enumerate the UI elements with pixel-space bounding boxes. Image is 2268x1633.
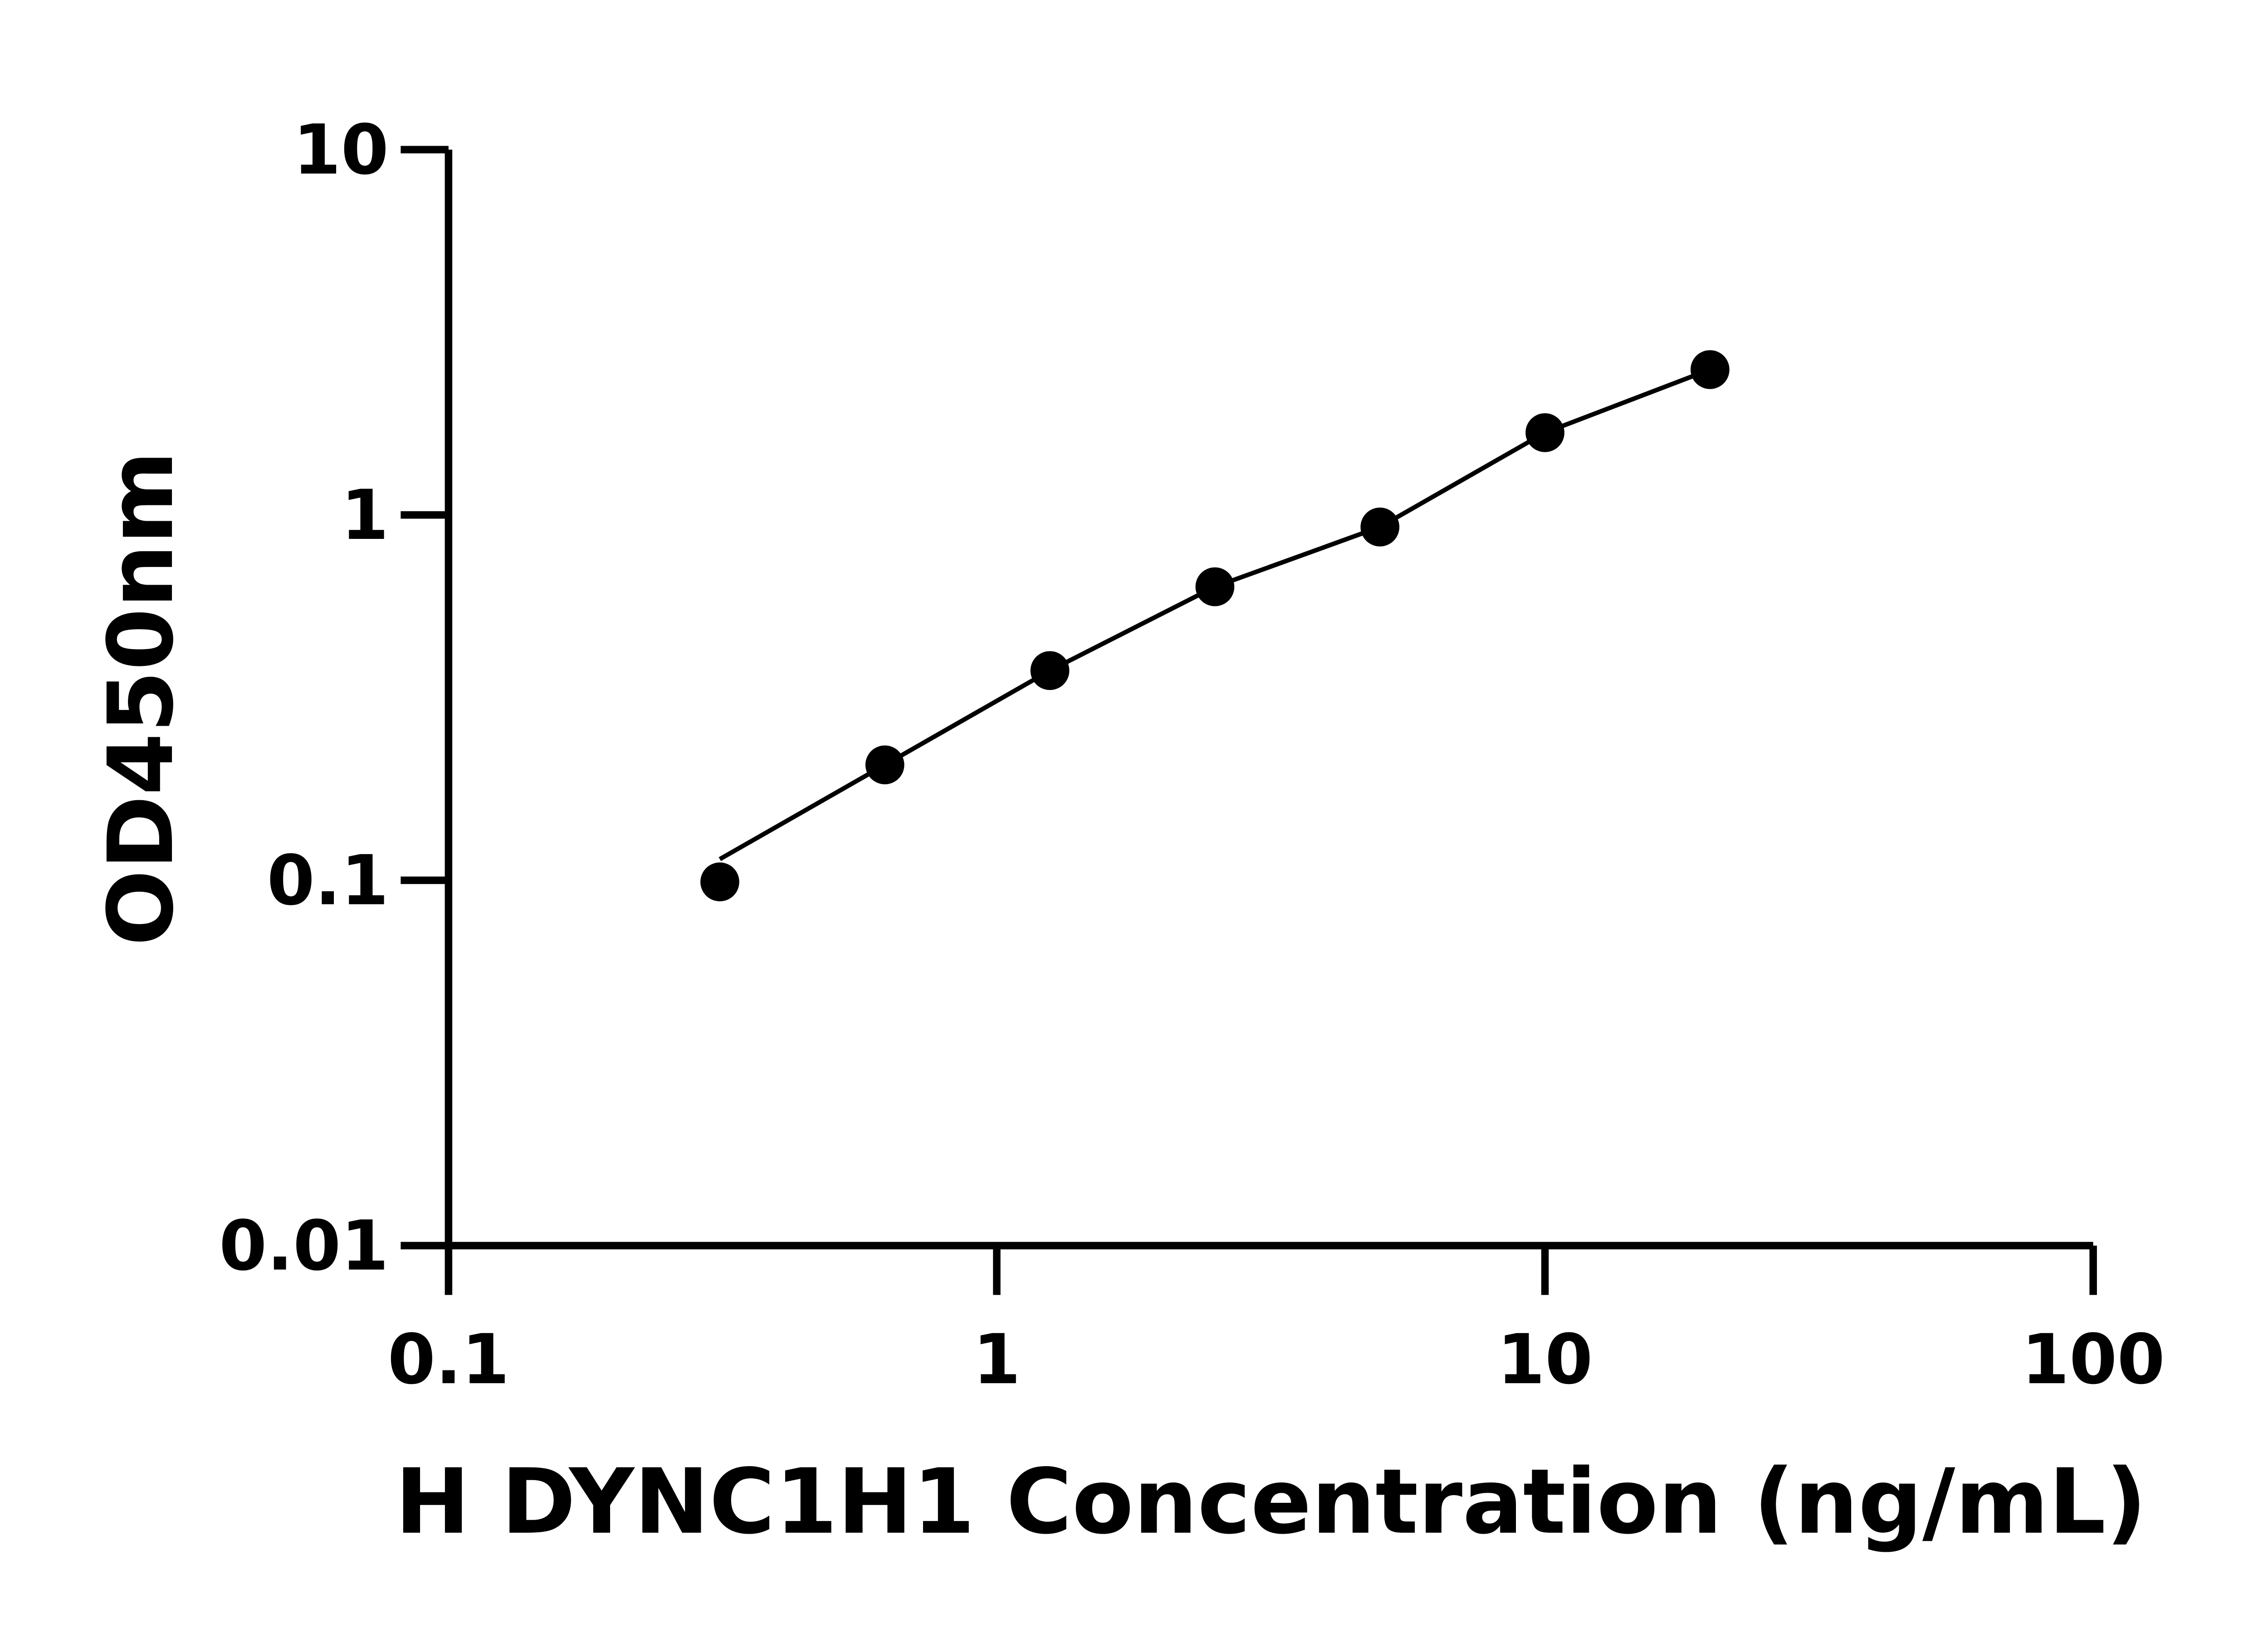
data-point-1 xyxy=(865,745,904,785)
x-axis-title: H DYNC1H1 Concentration (ng/mL) xyxy=(395,1449,2147,1554)
fit-line xyxy=(719,367,1711,861)
data-point-4 xyxy=(1360,507,1400,547)
axes xyxy=(445,149,2093,1250)
x-tick-label-1: 1 xyxy=(973,1319,1021,1399)
y-tick-label-1: 0.1 xyxy=(267,840,389,920)
data-point-5 xyxy=(1525,413,1564,452)
y-tick-label-3: 10 xyxy=(293,110,389,190)
data-point-0 xyxy=(700,862,739,902)
data-point-2 xyxy=(1030,651,1070,690)
y-tick-label-0: 0.01 xyxy=(219,1206,389,1286)
y-axis-title: OD450nm xyxy=(88,451,193,946)
data-point-6 xyxy=(1690,350,1730,389)
y-tick-label-2: 1 xyxy=(341,475,389,555)
x-tick-label-3: 100 xyxy=(2021,1319,2165,1399)
data-point-3 xyxy=(1195,567,1235,606)
x-tick-label-0: 0.1 xyxy=(388,1319,510,1399)
x-tick-label-2: 10 xyxy=(1497,1319,1593,1399)
